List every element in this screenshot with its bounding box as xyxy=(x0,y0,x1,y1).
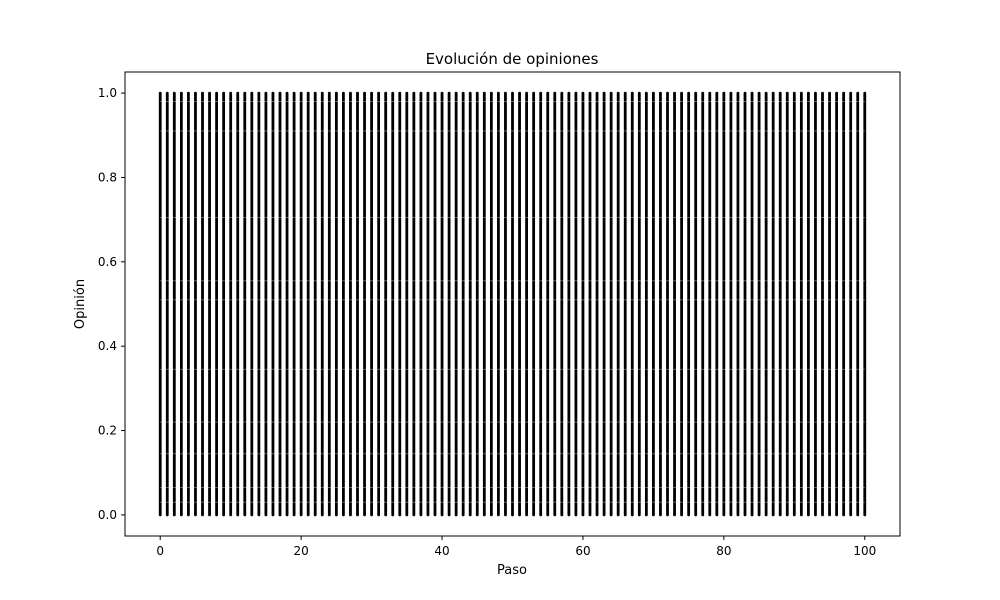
x-tick-label: 60 xyxy=(575,544,590,558)
y-tick-label: 0.4 xyxy=(98,339,117,353)
y-tick-label: 0.0 xyxy=(98,508,117,522)
y-axis: 0.0 0.2 0.4 0.6 0.8 1.0 xyxy=(98,86,125,522)
x-tick-label: 0 xyxy=(156,544,164,558)
y-axis-label: Opinión xyxy=(73,279,88,329)
scatter-points xyxy=(158,91,867,517)
plot-frame xyxy=(124,71,901,537)
x-tick-label: 80 xyxy=(716,544,731,558)
x-axis-label: Paso xyxy=(497,563,527,578)
y-tick-label: 0.8 xyxy=(98,170,117,184)
x-axis: 0 20 40 60 80 100 xyxy=(156,536,876,558)
x-tick-label: 40 xyxy=(434,544,449,558)
chart-title: Evolución de opiniones xyxy=(426,50,599,68)
y-tick-label: 0.2 xyxy=(98,424,117,438)
x-tick-label: 20 xyxy=(293,544,308,558)
x-tick-label: 100 xyxy=(853,544,876,558)
y-tick-label: 0.6 xyxy=(98,255,117,269)
y-tick-label: 1.0 xyxy=(98,86,117,100)
